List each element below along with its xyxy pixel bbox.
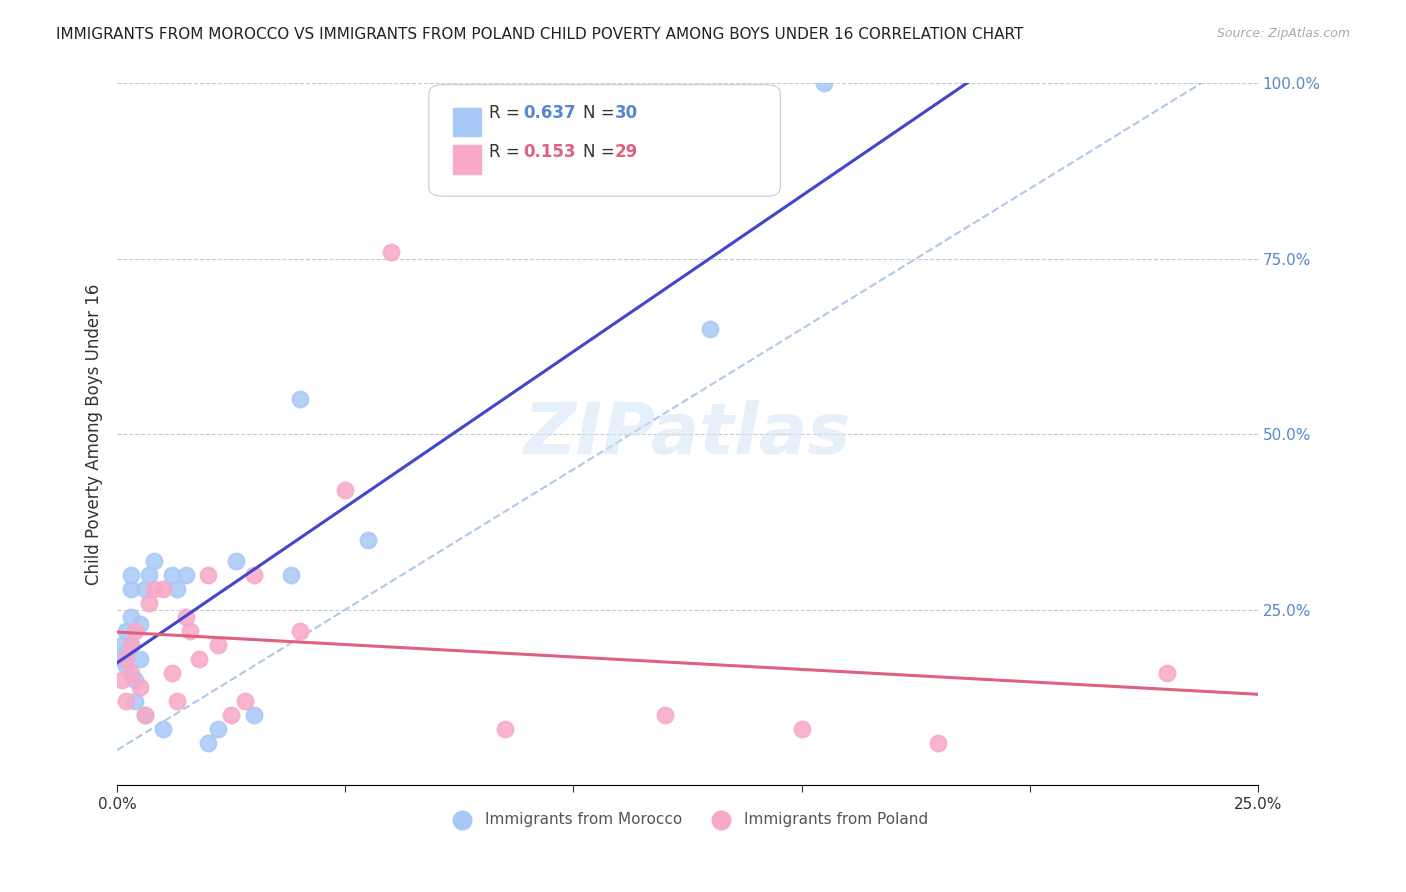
Point xyxy=(152,722,174,736)
Point xyxy=(335,483,357,498)
Point xyxy=(120,665,142,680)
Point xyxy=(233,694,256,708)
Point xyxy=(288,624,311,638)
Point xyxy=(160,567,183,582)
Point xyxy=(142,553,165,567)
Point xyxy=(142,582,165,596)
Point xyxy=(120,638,142,652)
Point xyxy=(188,652,211,666)
Point xyxy=(699,322,721,336)
Point xyxy=(120,609,142,624)
Point xyxy=(174,567,197,582)
Point xyxy=(111,652,134,666)
Text: 0.637: 0.637 xyxy=(523,104,575,122)
Point xyxy=(120,638,142,652)
Point xyxy=(115,658,138,673)
Point xyxy=(124,673,146,687)
Point xyxy=(129,652,152,666)
Point xyxy=(115,645,138,659)
Legend: Immigrants from Morocco, Immigrants from Poland: Immigrants from Morocco, Immigrants from… xyxy=(441,806,934,834)
Point xyxy=(115,652,138,666)
Point xyxy=(115,694,138,708)
Text: 30: 30 xyxy=(614,104,637,122)
Text: IMMIGRANTS FROM MOROCCO VS IMMIGRANTS FROM POLAND CHILD POVERTY AMONG BOYS UNDER: IMMIGRANTS FROM MOROCCO VS IMMIGRANTS FR… xyxy=(56,27,1024,42)
Point xyxy=(380,244,402,259)
Point xyxy=(152,582,174,596)
Text: R =: R = xyxy=(489,104,526,122)
Point xyxy=(111,638,134,652)
Point xyxy=(129,680,152,694)
Point xyxy=(207,638,229,652)
Text: N =: N = xyxy=(583,104,620,122)
Point xyxy=(166,694,188,708)
Point xyxy=(288,392,311,407)
Point xyxy=(494,722,516,736)
Point xyxy=(111,673,134,687)
Text: R =: R = xyxy=(489,143,526,161)
Point xyxy=(174,609,197,624)
Point xyxy=(124,624,146,638)
Point xyxy=(207,722,229,736)
Point xyxy=(138,567,160,582)
Point xyxy=(790,722,813,736)
Point xyxy=(927,736,949,750)
Point xyxy=(197,567,219,582)
Point xyxy=(243,707,266,722)
Point xyxy=(120,582,142,596)
Point xyxy=(134,707,156,722)
Text: 29: 29 xyxy=(614,143,638,161)
Point xyxy=(166,582,188,596)
Point xyxy=(243,567,266,582)
Point xyxy=(134,582,156,596)
Point xyxy=(124,694,146,708)
Text: N =: N = xyxy=(583,143,620,161)
Y-axis label: Child Poverty Among Boys Under 16: Child Poverty Among Boys Under 16 xyxy=(86,284,103,585)
Point xyxy=(115,624,138,638)
Point xyxy=(138,596,160,610)
Point xyxy=(197,736,219,750)
Point xyxy=(225,553,247,567)
Point xyxy=(160,665,183,680)
Text: Source: ZipAtlas.com: Source: ZipAtlas.com xyxy=(1216,27,1350,40)
Text: ZIPatlas: ZIPatlas xyxy=(524,400,851,469)
Point xyxy=(129,616,152,631)
Point xyxy=(654,707,676,722)
Point xyxy=(357,533,380,547)
Point xyxy=(120,567,142,582)
Point xyxy=(280,567,302,582)
Point xyxy=(813,77,835,91)
Point xyxy=(179,624,201,638)
Point xyxy=(134,707,156,722)
Point xyxy=(219,707,242,722)
Text: 0.153: 0.153 xyxy=(523,143,575,161)
Point xyxy=(1156,665,1178,680)
